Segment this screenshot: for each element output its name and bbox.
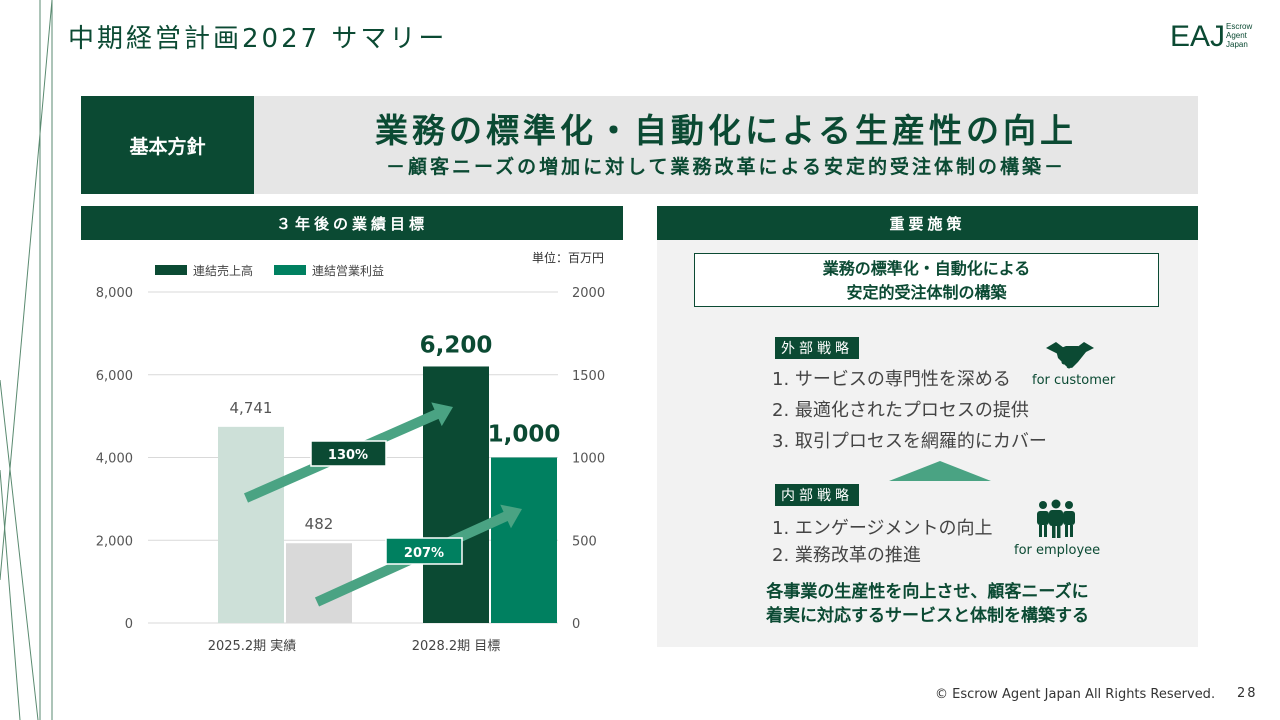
- external-item-1: 1. サービスの専門性を深める: [772, 369, 1011, 390]
- category-label: 2025.2期 実績: [208, 638, 297, 654]
- growth-label-sales: 130%: [328, 448, 368, 463]
- bar-profit: [286, 543, 352, 623]
- legend-label-profit: 連結営業利益: [312, 264, 384, 278]
- unit-label: 単位：百万円: [532, 251, 605, 265]
- conclusion-line-2: 着実に対応するサービスと体制を構築する: [766, 606, 1089, 626]
- bar-sales: [218, 426, 284, 623]
- data-label-profit: 482: [305, 515, 334, 533]
- policy-sub-text: －顧客ニーズの増加に対して業務改革による安定的受注体制の構築－: [386, 156, 1066, 178]
- copyright: © Escrow Agent Japan All Rights Reserved…: [935, 687, 1216, 702]
- targets-header: ３年後の業績目標: [81, 206, 623, 240]
- decorative-lines: [0, 0, 53, 720]
- page-number: 28: [1237, 686, 1258, 701]
- logo-subtext: Escrow Agent Japan: [1226, 22, 1253, 49]
- employee-caption: for employee: [1014, 543, 1101, 558]
- conclusion-text: 各事業の生産性を向上させ、顧客ニーズに 着実に対応するサービスと体制を構築する: [657, 580, 1198, 628]
- focus-box: 業務の標準化・自動化による 安定的受注体制の構築: [694, 253, 1159, 307]
- y-left-tick-label: 4,000: [96, 452, 133, 467]
- data-label-sales: 6,200: [420, 332, 493, 358]
- customer-caption: for customer: [1032, 373, 1116, 388]
- policy-label: 基本方針: [81, 96, 254, 194]
- bar-profit: [491, 457, 557, 623]
- measures-header: 重要施策: [657, 206, 1198, 240]
- bar-sales: [423, 366, 489, 623]
- employees-icon: [1037, 499, 1075, 538]
- y-left-tick-label: 2,000: [96, 534, 133, 549]
- focus-line-1: 業務の標準化・自動化による: [822, 259, 1031, 278]
- y-left-tick-label: 0: [125, 617, 133, 632]
- y-left-tick-label: 8,000: [96, 286, 133, 301]
- internal-strategy-tag: 内部戦略: [775, 484, 859, 506]
- legend-label-sales: 連結売上高: [193, 263, 253, 278]
- y-right-tick-label: 0: [572, 617, 580, 632]
- y-right-tick-label: 1000: [572, 452, 605, 467]
- measures-panel: [657, 240, 1198, 647]
- y-left-tick-label: 6,000: [96, 369, 133, 384]
- external-item-2: 2. 最適化されたプロセスの提供: [772, 400, 1029, 421]
- growth-badge-sales: [310, 440, 387, 467]
- growth-badge-profit: [385, 537, 463, 565]
- policy-main-text: 業務の標準化・自動化による生産性の向上: [374, 111, 1077, 150]
- page-title: 中期経営計画2027 サマリー: [68, 24, 448, 54]
- policy-banner: [81, 96, 1198, 194]
- data-label-sales: 4,741: [230, 399, 273, 417]
- logo-text: EAJ: [1170, 20, 1226, 53]
- internal-item-1: 1. エンゲージメントの向上: [772, 518, 993, 539]
- external-item-3: 3. 取引プロセスを網羅的にカバー: [772, 431, 1047, 452]
- internal-item-2: 2. 業務改革の推進: [772, 545, 921, 566]
- legend-swatch-sales: [155, 265, 187, 275]
- up-triangle: [889, 461, 991, 481]
- growth-label-profit: 207%: [404, 546, 444, 561]
- performance-chart: 0 2,000 4,000 6,000 8,000 0 500 1000 1500 2000 連結売…: [96, 263, 605, 654]
- legend-swatch-profit: [274, 265, 306, 275]
- focus-line-2: 安定的受注体制の構築: [846, 283, 1007, 302]
- y-right-tick-label: 500: [572, 534, 597, 549]
- external-strategy-tag: 外部戦略: [775, 337, 859, 359]
- y-right-tick-label: 1500: [572, 369, 605, 384]
- conclusion-line-1: 各事業の生産性を向上させ、顧客ニーズに: [766, 582, 1089, 602]
- category-label: 2028.2期 目標: [412, 639, 501, 654]
- handshake-icon: [1046, 342, 1094, 369]
- data-label-profit: 1,000: [488, 422, 561, 448]
- y-right-tick-label: 2000: [572, 286, 605, 301]
